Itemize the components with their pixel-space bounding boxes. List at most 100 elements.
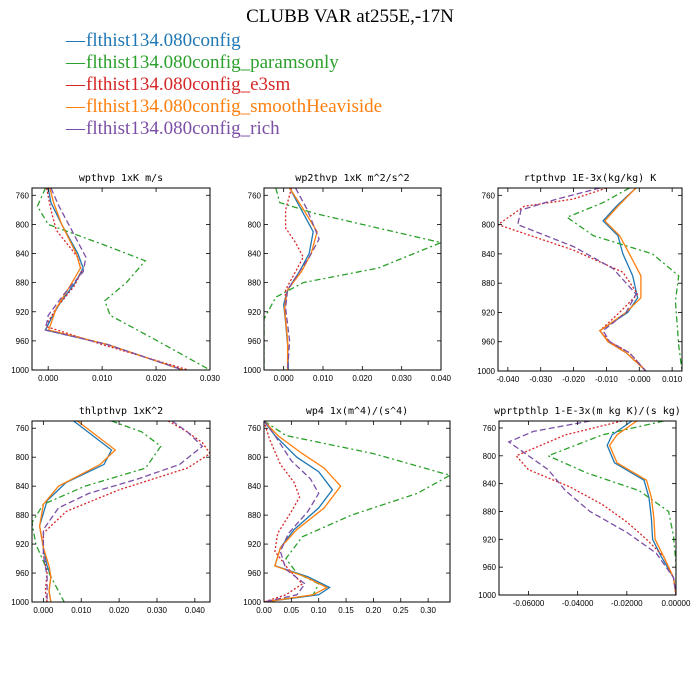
series-group — [264, 188, 441, 370]
x-tick-label: 0.30 — [420, 606, 436, 615]
series-line — [264, 421, 304, 602]
y-tick-label: 840 — [482, 250, 496, 259]
x-tick-label: -0.04000 — [562, 599, 594, 608]
plot-frame — [263, 420, 451, 603]
x-tick-label: 0.010 — [313, 374, 334, 383]
x-tick-label: 0.000 — [33, 606, 54, 615]
y-tick-label: 800 — [248, 453, 262, 462]
legend-line-icon: — — [66, 30, 85, 51]
y-tick-label: 1000 — [11, 366, 29, 375]
series-line — [264, 421, 342, 602]
y-tick-label: 760 — [16, 191, 30, 200]
series-line — [264, 188, 441, 370]
x-tick-label: -0.000 — [628, 375, 651, 384]
legend-item: —flthist134.080config_smoothHeaviside — [66, 96, 382, 118]
legend: —flthist134.080config —flthist134.080con… — [66, 30, 382, 140]
x-tick-label: 0.030 — [147, 606, 168, 615]
y-tick-label: 760 — [16, 424, 30, 433]
y-tick-label: 760 — [248, 424, 262, 433]
series-line — [284, 188, 320, 370]
plot-frame — [31, 187, 211, 371]
legend-item: —flthist134.080config_rich — [66, 118, 382, 140]
series-line — [516, 188, 647, 371]
x-tick-label: 0.010 — [92, 374, 113, 383]
series-line — [546, 421, 676, 595]
x-tick-label: 0.020 — [109, 606, 130, 615]
chart-title: wprtpthlp 1-E-3x(m kg K)/(s kg) — [494, 406, 681, 417]
series-line — [36, 188, 210, 370]
y-tick-label: 880 — [482, 279, 496, 288]
legend-item: —flthist134.080config_paramsonly — [66, 52, 382, 74]
x-tick-label: -0.02000 — [611, 599, 643, 608]
series-line — [44, 188, 189, 370]
x-tick-label: 0.000 — [38, 374, 59, 383]
y-tick-label: 800 — [248, 220, 262, 229]
y-tick-label: 1000 — [243, 366, 261, 375]
chart-title: thlpthvp 1xK^2 — [79, 406, 163, 417]
y-tick-label: 800 — [483, 452, 497, 461]
x-tick-label: -0.030 — [529, 375, 552, 384]
x-tick-label: 0.040 — [185, 606, 206, 615]
y-tick-label: 840 — [248, 250, 262, 259]
y-tick-label: 1000 — [478, 591, 496, 600]
y-tick-label: 920 — [248, 540, 262, 549]
y-tick-label: 800 — [16, 453, 30, 462]
y-tick-label: 920 — [16, 540, 30, 549]
series-line — [608, 421, 676, 595]
series-line — [565, 188, 682, 371]
y-tick-label: 1000 — [11, 598, 29, 607]
x-tick-label: 0.20 — [366, 606, 382, 615]
series-line — [598, 188, 647, 371]
legend-item: —flthist134.080config_e3sm — [66, 74, 382, 96]
chart-panel: wprtpthlp 1-E-3x(m kg K)/(s kg) 760 800 840… — [478, 406, 691, 608]
x-tick-label: 0.15 — [338, 606, 354, 615]
y-tick-label: 920 — [16, 308, 30, 317]
series-group — [507, 421, 676, 595]
series-line — [42, 421, 210, 602]
chart-panel: wpthvp 1xK m/s 760 800 840 880 920 960 1000 0.00… — [11, 173, 220, 383]
series-line — [42, 421, 204, 602]
chart-title: rtpthvp 1E-3x(kg/kg) K — [524, 173, 656, 184]
y-tick-label: 960 — [248, 569, 262, 578]
series-group — [498, 188, 682, 371]
series-line — [47, 188, 184, 370]
y-tick-label: 840 — [248, 482, 262, 491]
x-tick-label: -0.010 — [595, 375, 618, 384]
y-tick-label: 760 — [483, 424, 497, 433]
chart-panel: wp4 1x(m^4)/(s^4)76080084088092096010000… — [243, 406, 451, 615]
chart-title: wpthvp 1xK m/s — [79, 173, 163, 184]
y-tick-label: 840 — [16, 250, 30, 259]
series-line — [32, 421, 162, 602]
series-group — [264, 421, 450, 602]
x-tick-label: 0.030 — [392, 374, 413, 383]
y-tick-label: 880 — [16, 511, 30, 520]
y-tick-label: 800 — [16, 220, 30, 229]
chart-title: wp4 1x(m^4)/(s^4) — [306, 406, 408, 417]
y-tick-label: 880 — [248, 279, 262, 288]
x-tick-label: 0.10 — [311, 606, 327, 615]
x-tick-label: 0.020 — [146, 374, 167, 383]
x-tick-label: 0.040 — [431, 374, 452, 383]
y-tick-label: 760 — [482, 191, 496, 200]
x-tick-label: 0.010 — [71, 606, 92, 615]
legend-label: flthist134.080config_paramsonly — [86, 52, 339, 73]
series-line — [44, 188, 184, 370]
y-tick-label: 960 — [248, 337, 262, 346]
y-tick-label: 1000 — [477, 367, 495, 376]
x-tick-label: -0.020 — [562, 375, 585, 384]
y-tick-label: 800 — [482, 221, 496, 230]
y-tick-label: 960 — [16, 569, 30, 578]
y-tick-label: 840 — [16, 482, 30, 491]
y-tick-label: 960 — [16, 337, 30, 346]
legend-line-icon: — — [66, 96, 85, 117]
y-tick-label: 840 — [483, 480, 497, 489]
series-line — [283, 188, 318, 370]
plot-frame — [263, 187, 442, 371]
y-tick-label: 880 — [248, 511, 262, 520]
chart-title: wp2thvp 1xK m^2/s^2 — [295, 173, 409, 184]
y-tick-label: 920 — [482, 308, 496, 317]
y-tick-label: 880 — [16, 279, 30, 288]
x-tick-label: 0.030 — [200, 374, 221, 383]
x-tick-label: -0.06000 — [513, 599, 545, 608]
